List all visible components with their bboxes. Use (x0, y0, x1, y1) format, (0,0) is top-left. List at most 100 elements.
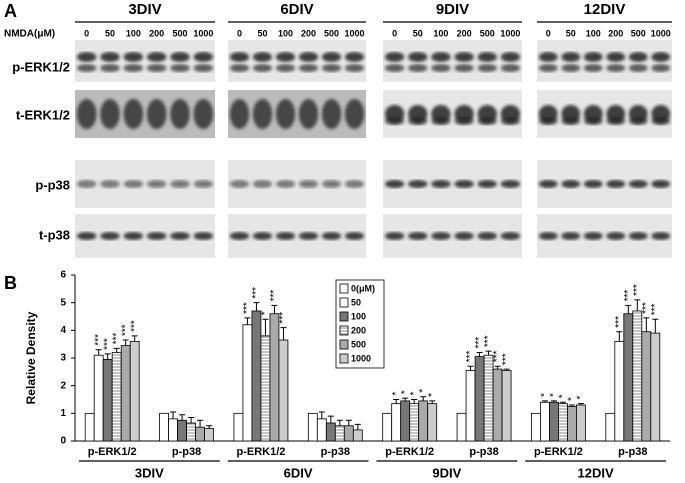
blot-band (76, 64, 97, 72)
blot-band (500, 117, 521, 125)
significance-label: *** (269, 290, 280, 302)
dose-label: 200 (457, 28, 472, 38)
blot-band (298, 232, 319, 240)
bar (177, 419, 187, 442)
blot-band (298, 64, 319, 72)
blot-band (229, 52, 250, 62)
significance-label: *** (474, 337, 485, 349)
blot-band (275, 52, 296, 62)
error-bar (318, 411, 325, 419)
group-label: 9DIV (436, 1, 469, 18)
blot-band (344, 52, 365, 62)
dose-label: 500 (480, 28, 495, 38)
bar (492, 368, 503, 442)
significance-label: *** (641, 302, 652, 314)
bar (614, 340, 625, 442)
blot-image (537, 214, 672, 258)
legend-swatch (339, 353, 349, 364)
error-bar (577, 403, 584, 406)
significance-label: * (540, 393, 551, 397)
x-tick-label: p-p38 (618, 446, 647, 458)
blot-band (538, 232, 558, 240)
bar (159, 412, 169, 442)
blot-band (146, 52, 167, 62)
dose-label: 50 (105, 28, 115, 38)
blot-image (75, 160, 215, 208)
blot-band (651, 232, 671, 240)
bar (501, 370, 512, 442)
blot-band (146, 180, 167, 188)
error-bar (280, 327, 287, 341)
bar (195, 426, 205, 442)
y-tick-label: 0 (60, 436, 66, 447)
blot-band (229, 180, 250, 188)
bar (352, 429, 363, 442)
bar (129, 340, 140, 442)
error-bar (420, 396, 427, 401)
blot-band (123, 232, 144, 240)
blot-band (606, 52, 626, 62)
blot-band (344, 99, 365, 129)
blot-band (76, 232, 97, 240)
dose-label: 100 (586, 28, 601, 38)
error-bar (104, 353, 111, 360)
blot-panel: NMDA(μM) p-ERK1/2 t-ERK1/2 p-p38 t-p38 3DIV 0 5… (4, 1, 672, 258)
error-bar (411, 399, 418, 404)
error-bar (170, 411, 177, 419)
significance-label: * (391, 392, 402, 396)
blot-band (76, 52, 97, 62)
bar (400, 400, 411, 442)
error-bar (345, 419, 352, 426)
bar (334, 425, 345, 442)
error-bar (652, 318, 659, 334)
error-bar (354, 423, 361, 430)
group-label: 3DIV (128, 1, 161, 18)
blot-band (651, 117, 671, 125)
bar (540, 401, 550, 442)
blot-band (321, 232, 342, 240)
significance-label: *** (483, 335, 494, 347)
error-bar (467, 365, 474, 371)
error-bar (336, 419, 343, 426)
blot-band (431, 117, 451, 125)
error-bar (625, 304, 632, 314)
significance-label: *** (278, 312, 289, 324)
error-bar (262, 318, 269, 336)
blot-band (298, 99, 319, 129)
blot-row-label: p-ERK1/2 (12, 59, 70, 74)
blot-band (321, 99, 342, 129)
significance-label: *** (614, 316, 625, 328)
blot-image (75, 40, 215, 82)
blot-image (228, 90, 366, 138)
error-bar (206, 425, 213, 429)
blot-band (538, 52, 558, 62)
significance-label: *** (501, 353, 512, 365)
bar (558, 403, 568, 442)
dose-label: 0 (237, 28, 242, 38)
dose-label: 0 (84, 28, 89, 38)
blot-row-label: t-ERK1/2 (16, 107, 70, 122)
blot-band (252, 232, 273, 240)
blot-band (193, 99, 214, 129)
blot-band (408, 117, 428, 125)
dose-label: 100 (126, 28, 141, 38)
error-bar (95, 349, 102, 356)
x-tick-label: p-ERK1/2 (88, 446, 137, 458)
blot-band (561, 64, 581, 72)
bar (623, 313, 634, 442)
x-tick-label: p-p38 (469, 446, 498, 458)
blot-band (321, 180, 342, 188)
y-tick-label: 1 (60, 408, 66, 419)
blot-band (651, 64, 671, 72)
blot-band (298, 180, 319, 188)
legend-swatch (339, 283, 349, 294)
bar (84, 412, 95, 442)
blot-band (561, 180, 581, 188)
blot-band (344, 180, 365, 188)
blot-band (193, 52, 214, 62)
bar (427, 403, 438, 442)
error-bar (503, 368, 510, 371)
bar (641, 331, 652, 442)
blot-band (193, 64, 214, 72)
